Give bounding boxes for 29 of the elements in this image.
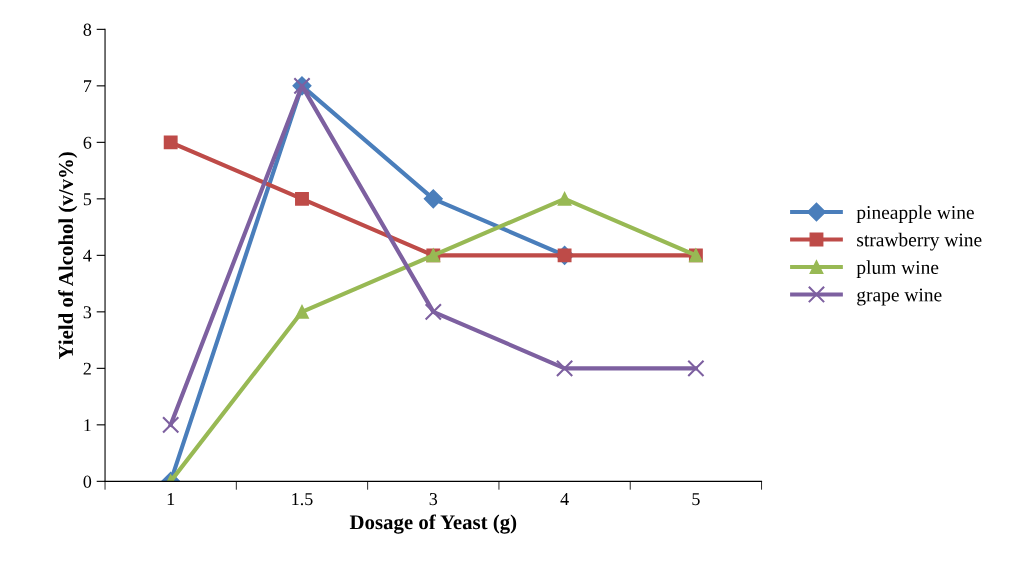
x-tick-label: 5 xyxy=(692,493,700,506)
x-tick-label: 4 xyxy=(560,493,569,505)
point xyxy=(163,135,178,150)
point xyxy=(162,416,180,434)
legend-label: grape wine xyxy=(857,288,942,306)
y-tick-label: 2 xyxy=(83,362,91,375)
point xyxy=(295,191,309,206)
y-tick-label: 6 xyxy=(83,136,92,149)
y-tick-label: 4 xyxy=(83,249,92,262)
y-tick-label: 8 xyxy=(83,23,92,36)
point xyxy=(557,191,572,206)
legend-label: pineapple wine xyxy=(856,205,974,223)
y-tick-label: 3 xyxy=(83,306,92,319)
legend-label: strawberry wine xyxy=(857,232,982,251)
point xyxy=(295,304,309,319)
point xyxy=(423,189,443,209)
y-axis-title: Yield of Alcohol (v/v%) xyxy=(58,152,78,360)
y-tick-label: 7 xyxy=(84,80,92,93)
legend-label: plum wine xyxy=(856,260,939,278)
x-tick-label: 1.5 xyxy=(292,493,313,506)
y-tick-label: 1 xyxy=(84,419,91,432)
y-tick-label: 5 xyxy=(83,193,92,206)
x-axis-title: Dosage of Yeast (g) xyxy=(349,514,517,534)
y-tick-label: 0 xyxy=(83,475,92,488)
x-tick-label: 1 xyxy=(167,493,175,505)
point xyxy=(424,303,442,321)
point xyxy=(555,359,574,378)
x-tick-label: 3 xyxy=(429,493,438,506)
point xyxy=(687,359,705,378)
